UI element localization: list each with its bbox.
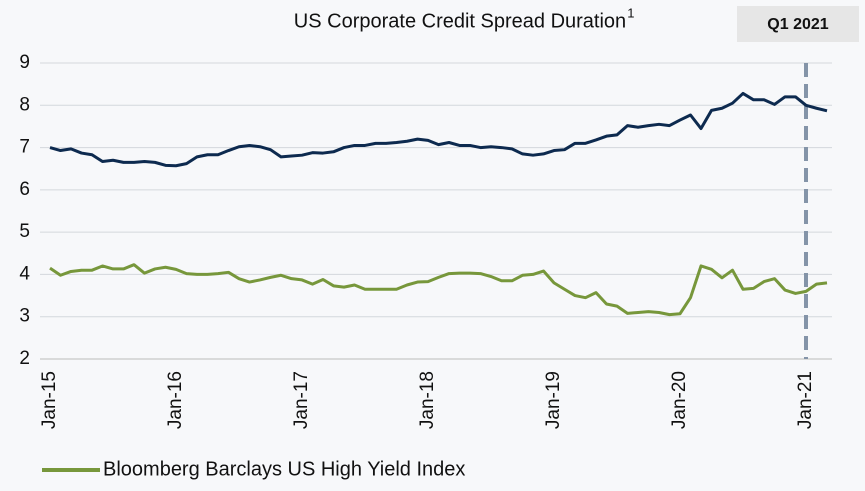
legend-label: Bloomberg Barclays US High Yield Index <box>103 458 465 480</box>
x-tick-label: Jan-15 <box>39 371 60 429</box>
y-tick-label: 2 <box>19 348 30 369</box>
y-tick-label: 5 <box>19 221 30 242</box>
y-tick-label: 6 <box>19 179 30 200</box>
legend: Bloomberg Barclays US High Yield Index <box>42 458 465 480</box>
y-tick-label: 4 <box>19 263 30 284</box>
x-tick-label: Jan-17 <box>291 371 312 429</box>
chart-title: US Corporate Credit Spread Duration <box>294 10 626 32</box>
chart: US Corporate Credit Spread Duration 1 Q1… <box>0 0 865 491</box>
x-tick-label: Jan-19 <box>543 371 564 429</box>
y-tick-label: 7 <box>19 137 30 158</box>
title-superscript: 1 <box>627 5 634 20</box>
y-tick-label: 9 <box>19 52 30 73</box>
x-tick-label: Jan-16 <box>165 371 186 429</box>
y-tick-label: 3 <box>19 306 30 327</box>
x-tick-label: Jan-18 <box>417 371 438 429</box>
x-tick-label: Jan-21 <box>795 371 816 429</box>
x-tick-label: Jan-20 <box>669 371 690 429</box>
badge: Q1 2021 <box>767 16 828 33</box>
y-tick-label: 8 <box>19 94 30 115</box>
